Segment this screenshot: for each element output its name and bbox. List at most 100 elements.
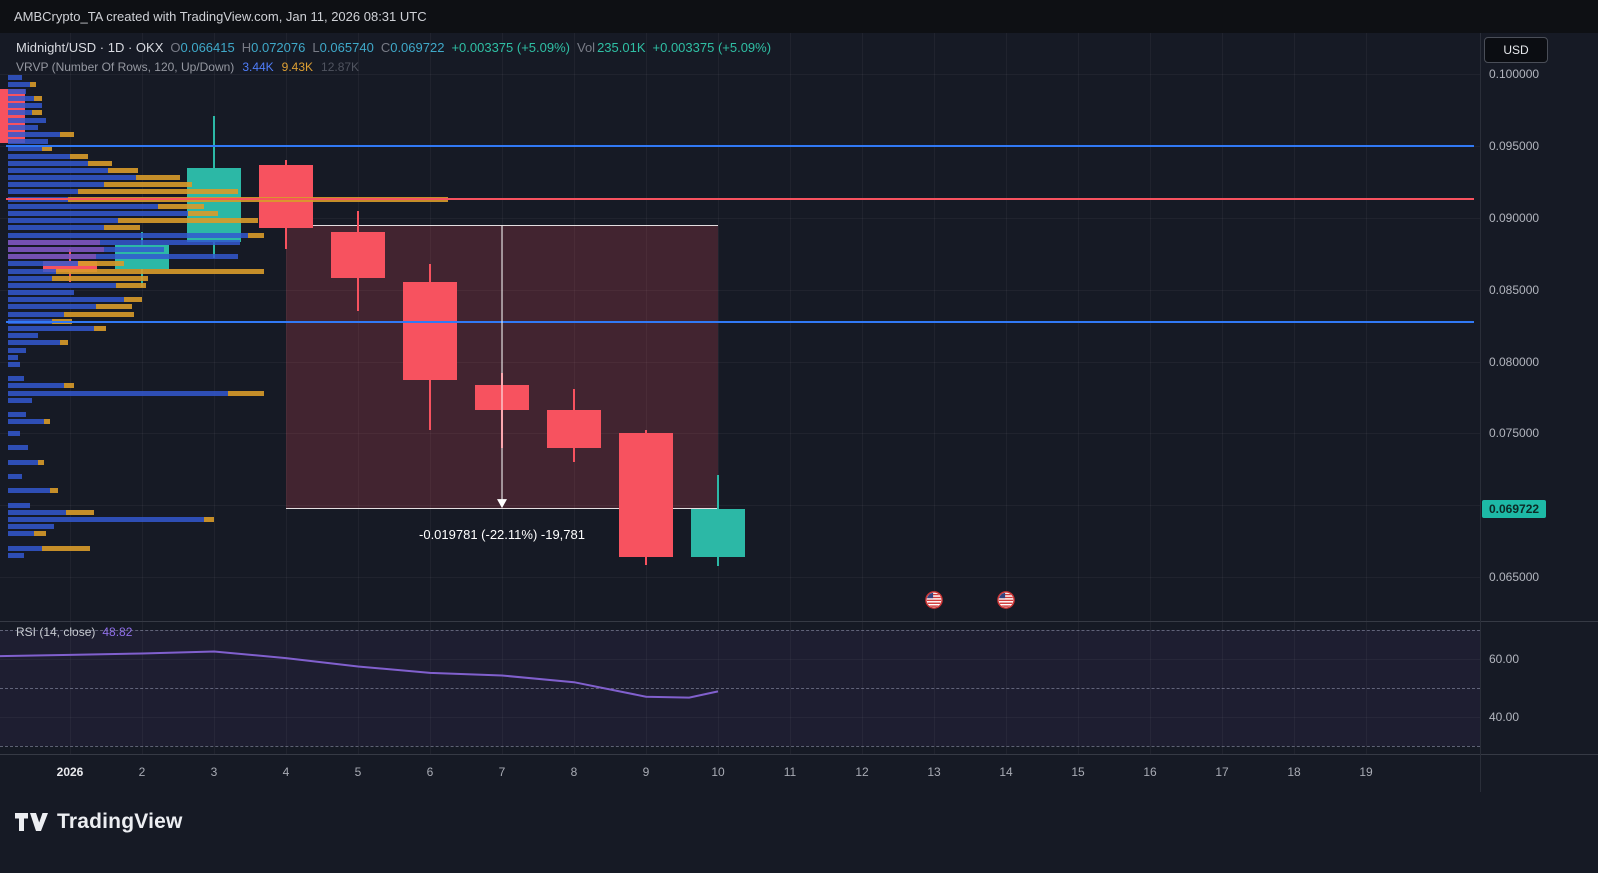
volume-profile-row xyxy=(8,88,26,94)
price-axis-label: 0.075000 xyxy=(1489,426,1540,441)
volume-profile-row xyxy=(8,397,32,403)
volume-profile-row xyxy=(8,459,44,465)
horizontal-ray[interactable] xyxy=(6,321,1474,323)
volume-profile-row xyxy=(8,509,94,515)
measure-tool-label[interactable]: -0.019781 (-22.11%) -19,781 xyxy=(419,527,585,542)
price-axis-label: 0.090000 xyxy=(1489,210,1540,225)
volume-profile-row xyxy=(8,376,24,382)
currency-toggle-button[interactable]: USD xyxy=(1484,37,1548,63)
grid-line-horizontal xyxy=(0,577,1480,578)
volume-profile-row xyxy=(8,74,22,80)
volume-profile-row xyxy=(8,311,134,317)
volume-profile-row xyxy=(8,132,74,137)
volume-profile-row xyxy=(8,117,46,123)
grid-line-vertical xyxy=(1366,33,1367,754)
tradingview-wordmark: TradingView xyxy=(57,810,183,833)
volume-profile-row xyxy=(8,430,20,436)
horizontal-ray[interactable] xyxy=(6,198,1474,201)
volume-profile-row xyxy=(8,304,132,310)
volume-profile-row xyxy=(8,412,26,418)
rsi-axis-label: 40.00 xyxy=(1489,710,1520,724)
volume-profile-row xyxy=(8,347,26,353)
grid-line-vertical xyxy=(1294,33,1295,754)
rsi-axis-label: 60.00 xyxy=(1489,652,1520,666)
grid-line-vertical xyxy=(934,33,935,754)
volume-profile-row xyxy=(8,146,52,152)
price-axis-label: 0.100000 xyxy=(1489,67,1540,82)
candle-body xyxy=(547,410,601,448)
volume-profile-row xyxy=(8,160,112,166)
grid-line-horizontal xyxy=(0,659,1480,660)
attribution-bar: AMBCrypto_TA created with TradingView.co… xyxy=(0,0,1598,33)
grid-line-horizontal xyxy=(0,289,1480,291)
volume-profile-row xyxy=(8,361,20,367)
rsi-level-line xyxy=(0,688,1480,689)
volume-profile-row xyxy=(8,268,264,274)
high-value: 0.072076 xyxy=(251,40,306,55)
candle-body xyxy=(403,282,457,381)
volume-profile-row xyxy=(8,246,164,252)
volume-profile-row xyxy=(8,211,218,216)
grid-line-horizontal xyxy=(0,217,1480,219)
volume-profile-row xyxy=(8,333,38,339)
price-axis-separator xyxy=(1480,33,1481,792)
vrvp-name[interactable]: VRVP (Number Of Rows, 120, Up/Down) xyxy=(16,60,235,74)
candle-body xyxy=(619,433,673,557)
volume-profile-row xyxy=(8,473,22,479)
grid-line-horizontal xyxy=(0,74,1480,76)
change-value: +0.003375 (+5.09%) xyxy=(451,40,570,55)
price-axis[interactable]: 0.100000 0.095000 0.090000 0.085000 0.080000… xyxy=(1480,0,1598,792)
volume-profile-row xyxy=(8,354,18,360)
volume-profile-row xyxy=(8,182,192,188)
volume-profile-row xyxy=(8,203,204,209)
volume-profile-row xyxy=(8,232,264,238)
price-axis-label: 0.095000 xyxy=(1489,139,1540,153)
volume-profile-row xyxy=(8,261,124,267)
last-price-label: 0.069722 xyxy=(1482,500,1547,519)
grid-line-vertical xyxy=(1078,33,1079,754)
candle-body xyxy=(259,164,313,228)
grid-line-vertical xyxy=(790,33,791,754)
symbol-legend[interactable]: Midnight/USD · 1D · OKX O0.066415 H0.07207… xyxy=(16,40,771,55)
close-label: C xyxy=(380,40,391,55)
open-value: 0.066415 xyxy=(180,40,235,55)
grid-line-vertical xyxy=(1006,33,1007,754)
tradingview-logo[interactable]: TradingView xyxy=(14,810,183,834)
candle-body xyxy=(475,384,529,411)
symbol-title[interactable]: Midnight/USD · 1D · OKX xyxy=(16,40,164,55)
volume-profile-row xyxy=(8,81,36,87)
close-value: 0.069722 xyxy=(390,40,445,55)
candle-body xyxy=(43,260,97,273)
indicator-legend-rsi[interactable]: RSI (14, close) 48.82 xyxy=(16,625,132,639)
grid-line-vertical xyxy=(1222,33,1223,754)
volume-profile-row xyxy=(8,419,50,425)
volume-profile-row xyxy=(8,524,54,530)
horizontal-ray[interactable] xyxy=(6,145,1474,147)
chart-canvas[interactable] xyxy=(0,0,1480,792)
volume-profile-row xyxy=(8,103,42,109)
rsi-value: 48.82 xyxy=(102,625,133,639)
grid-line-vertical xyxy=(718,33,719,754)
volume-profile-row xyxy=(8,282,146,288)
indicator-legend-vrvp[interactable]: VRVP (Number Of Rows, 120, Up/Down) 3.44K… xyxy=(16,60,359,74)
open-label: O xyxy=(170,40,181,55)
price-axis-label: 0.065000 xyxy=(1489,570,1540,584)
change-value-2: +0.003375 (+5.09%) xyxy=(652,40,772,55)
volume-profile-row xyxy=(8,225,140,231)
pane-separator[interactable] xyxy=(0,621,1598,622)
price-axis-label: 0.085000 xyxy=(1489,282,1540,297)
economic-event-flag-us[interactable] xyxy=(997,591,1015,609)
volume-profile-row xyxy=(8,189,238,195)
grid-line-vertical xyxy=(358,33,359,754)
grid-line-horizontal xyxy=(0,717,1480,718)
economic-event-flag-us[interactable] xyxy=(925,591,943,609)
volume-profile-row xyxy=(8,488,58,494)
volume-profile-row xyxy=(8,153,88,159)
rsi-level-line xyxy=(0,746,1480,747)
time-axis-separator xyxy=(0,754,1598,755)
grid-line-horizontal xyxy=(0,361,1480,363)
high-label: H xyxy=(241,40,252,55)
rsi-name[interactable]: RSI (14, close) xyxy=(16,625,96,639)
rsi-level-line xyxy=(0,630,1480,631)
vrvp-up-volume: 9.43K xyxy=(281,60,314,74)
